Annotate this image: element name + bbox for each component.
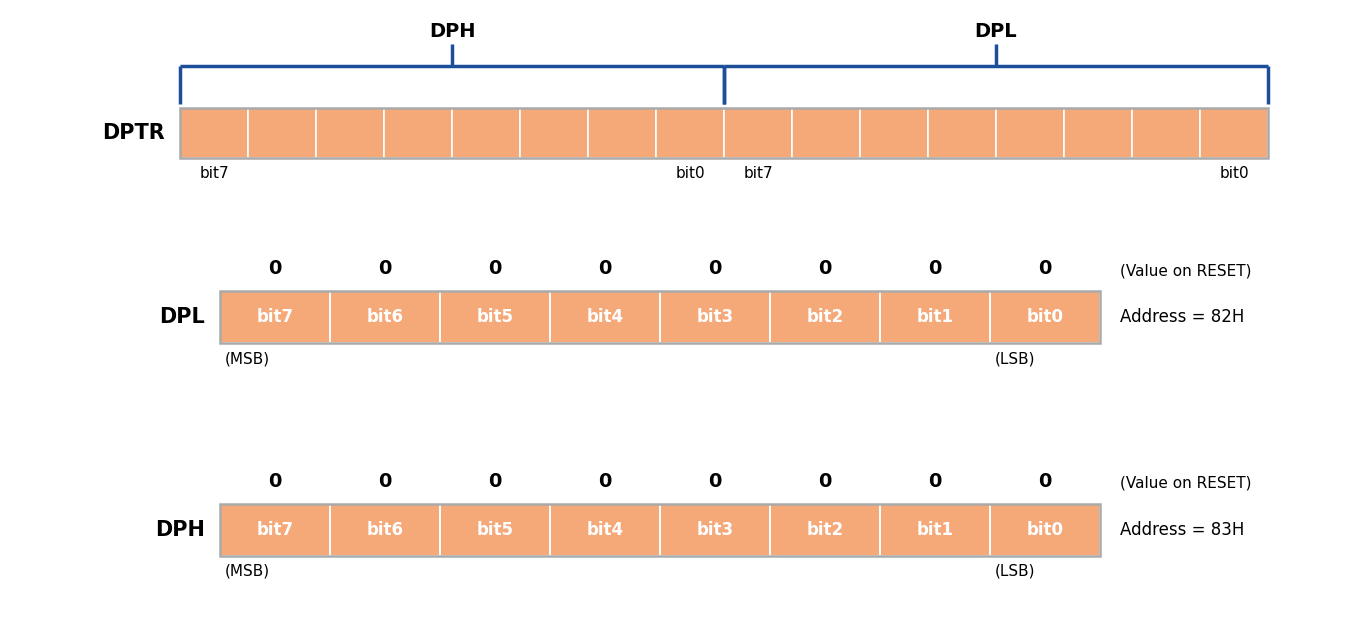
- Text: 0: 0: [268, 259, 282, 278]
- Bar: [589, 108, 656, 158]
- Text: 0: 0: [819, 472, 831, 491]
- Text: bit2: bit2: [807, 521, 843, 539]
- Text: DPH: DPH: [155, 520, 205, 540]
- Text: DPTR: DPTR: [102, 123, 164, 143]
- Text: 0: 0: [598, 472, 612, 491]
- Text: 0: 0: [709, 259, 722, 278]
- Text: bit7: bit7: [256, 521, 294, 539]
- Text: bit7: bit7: [256, 308, 294, 326]
- Text: bit0: bit0: [1026, 521, 1064, 539]
- Text: (LSB): (LSB): [995, 351, 1036, 366]
- Bar: [660, 291, 770, 343]
- Bar: [550, 291, 660, 343]
- Bar: [440, 291, 550, 343]
- Bar: [656, 108, 723, 158]
- Text: bit7: bit7: [744, 166, 773, 181]
- Text: 0: 0: [379, 259, 392, 278]
- Bar: [990, 291, 1100, 343]
- Bar: [990, 504, 1100, 556]
- Text: (Value on RESET): (Value on RESET): [1119, 263, 1251, 278]
- Text: DPL: DPL: [159, 307, 205, 327]
- Bar: [180, 108, 1268, 158]
- Bar: [792, 108, 859, 158]
- Text: bit0: bit0: [1219, 166, 1249, 181]
- Text: 0: 0: [379, 472, 392, 491]
- Text: (LSB): (LSB): [995, 564, 1036, 579]
- Bar: [859, 108, 928, 158]
- Text: 0: 0: [268, 472, 282, 491]
- Bar: [880, 504, 990, 556]
- Text: bit5: bit5: [477, 521, 513, 539]
- Bar: [220, 504, 1100, 556]
- Bar: [317, 108, 384, 158]
- Text: DPL: DPL: [975, 22, 1017, 41]
- Bar: [330, 291, 440, 343]
- Text: 0: 0: [489, 472, 501, 491]
- Text: bit4: bit4: [586, 521, 624, 539]
- Bar: [453, 108, 520, 158]
- Bar: [1200, 108, 1268, 158]
- Text: 0: 0: [598, 259, 612, 278]
- Text: (MSB): (MSB): [225, 564, 271, 579]
- Text: bit3: bit3: [696, 521, 734, 539]
- Text: Address = 82H: Address = 82H: [1119, 308, 1245, 326]
- Text: 0: 0: [819, 259, 831, 278]
- Text: 0: 0: [489, 259, 501, 278]
- Text: Address = 83H: Address = 83H: [1119, 521, 1245, 539]
- Text: bit0: bit0: [675, 166, 704, 181]
- Bar: [520, 108, 589, 158]
- Text: bit7: bit7: [199, 166, 229, 181]
- Text: 0: 0: [1039, 472, 1052, 491]
- Text: 0: 0: [928, 472, 942, 491]
- Text: (MSB): (MSB): [225, 351, 271, 366]
- Text: DPH: DPH: [428, 22, 475, 41]
- Bar: [248, 108, 317, 158]
- Bar: [1064, 108, 1131, 158]
- Bar: [220, 291, 330, 343]
- Text: 0: 0: [928, 259, 942, 278]
- Bar: [770, 291, 880, 343]
- Bar: [880, 291, 990, 343]
- Bar: [180, 108, 248, 158]
- Bar: [723, 108, 792, 158]
- Bar: [1131, 108, 1200, 158]
- Text: bit2: bit2: [807, 308, 843, 326]
- Bar: [330, 504, 440, 556]
- Text: bit6: bit6: [366, 521, 404, 539]
- Bar: [995, 108, 1064, 158]
- Text: bit3: bit3: [696, 308, 734, 326]
- Bar: [660, 504, 770, 556]
- Text: bit5: bit5: [477, 308, 513, 326]
- Text: bit6: bit6: [366, 308, 404, 326]
- Bar: [220, 504, 330, 556]
- Bar: [220, 291, 1100, 343]
- Bar: [550, 504, 660, 556]
- Text: (Value on RESET): (Value on RESET): [1119, 476, 1251, 491]
- Text: bit1: bit1: [916, 308, 954, 326]
- Text: bit1: bit1: [916, 521, 954, 539]
- Bar: [928, 108, 995, 158]
- Text: bit4: bit4: [586, 308, 624, 326]
- Text: 0: 0: [709, 472, 722, 491]
- Bar: [440, 504, 550, 556]
- Text: bit0: bit0: [1026, 308, 1064, 326]
- Text: 0: 0: [1039, 259, 1052, 278]
- Bar: [770, 504, 880, 556]
- Bar: [384, 108, 453, 158]
